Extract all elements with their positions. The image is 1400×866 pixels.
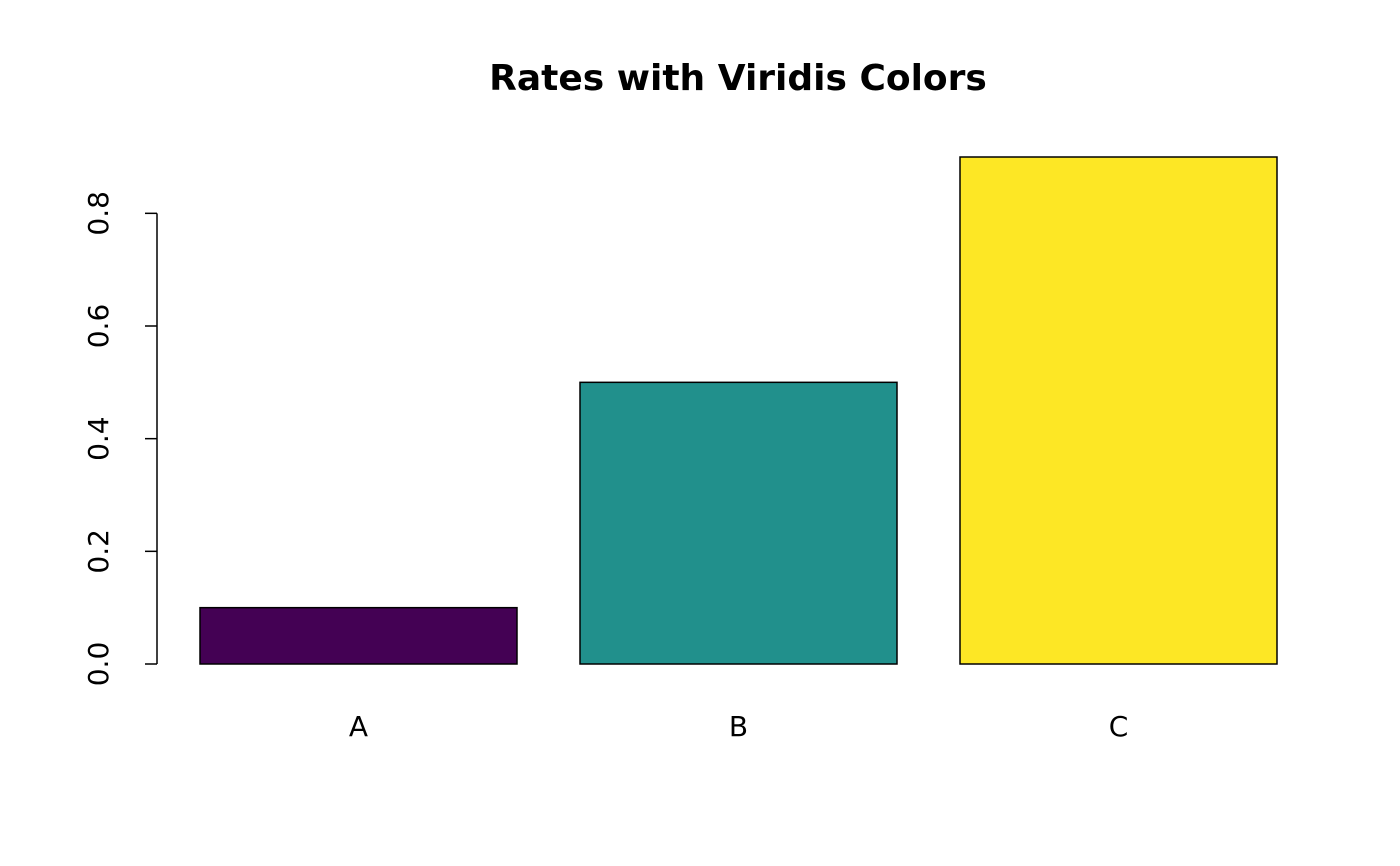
y-tick-label: 0.2 <box>82 529 115 574</box>
chart-title: Rates with Viridis Colors <box>489 58 987 99</box>
x-tick-label: A <box>349 710 368 743</box>
y-tick-label: 0.0 <box>82 642 115 687</box>
x-tick-label: B <box>729 710 748 743</box>
bar <box>959 156 1278 665</box>
x-tick-label: C <box>1109 710 1129 743</box>
bar <box>579 381 898 665</box>
y-tick-label: 0.6 <box>82 304 115 349</box>
bar <box>199 606 518 665</box>
y-tick-label: 0.4 <box>82 416 115 461</box>
y-tick-label: 0.8 <box>82 191 115 236</box>
